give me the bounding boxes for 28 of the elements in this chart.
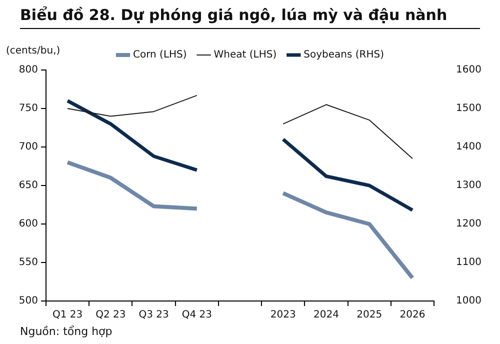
x-tick-label: Q3 23 — [138, 310, 169, 321]
y2-tick-label: 1600 — [456, 64, 482, 76]
x-tick-label: 2025 — [356, 310, 382, 321]
x-tick-label: 2023 — [270, 310, 296, 321]
y-tick-label: 600 — [18, 218, 38, 230]
chart-title: Biểu đồ 28. Dự phóng giá ngô, lúa mỳ và đậu nành — [20, 6, 480, 29]
y-tick-label: 750 — [18, 103, 38, 114]
y2-tick-label: 1500 — [456, 103, 482, 114]
y2-tick-label: 1100 — [456, 257, 482, 268]
y-tick-label: 500 — [18, 296, 38, 307]
y2-tick-label: 1000 — [456, 296, 482, 307]
y2-tick-label: 1200 — [456, 218, 482, 230]
legend-label: Soybeans (RHS) — [304, 50, 384, 61]
x-tick-label: Q4 23 — [182, 310, 212, 321]
y2-tick-label: 1300 — [456, 180, 482, 192]
legend-label: Corn (LHS) — [133, 50, 187, 61]
text: Nguồn: tổng hợp — [20, 325, 112, 338]
y-tick-label: 700 — [18, 142, 38, 153]
y-tick-label: 650 — [18, 180, 38, 192]
x-tick-label: 2026 — [400, 310, 426, 321]
x-tick-label: Q1 23 — [52, 310, 83, 321]
x-tick-label: 2024 — [313, 310, 339, 321]
y-tick-label: 800 — [18, 64, 38, 76]
x-tick-label: Q2 23 — [96, 310, 126, 321]
y-tick-label: 550 — [18, 257, 38, 268]
y2-tick-label: 1400 — [456, 142, 482, 153]
y-axis-title: (cents/bu,) — [6, 46, 60, 57]
legend-label: Wheat (LHS) — [214, 50, 277, 61]
